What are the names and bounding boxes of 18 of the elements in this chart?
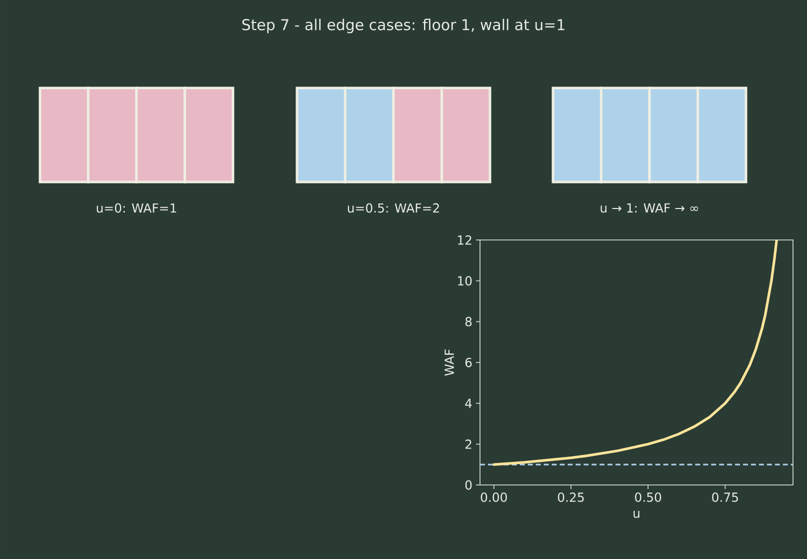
chart-title: Step 7 - all edge cases: floor 1, wall at u=1 [242, 18, 564, 34]
x-tick-label: 0.25 [558, 492, 584, 502]
y-tick-label: 0 [465, 480, 472, 490]
y-tick-label: 4 [465, 398, 472, 408]
text: u=0.5: WAF=2 [348, 203, 439, 213]
y-tick-label: 8 [465, 316, 472, 326]
text: u → 1: WAF → ∞ [600, 203, 698, 213]
x-tick-label: 0.50 [635, 492, 662, 502]
text: u=0: WAF=1 [96, 203, 176, 213]
y-tick-label: 10 [458, 276, 472, 286]
y-axis-title: WAF [444, 350, 454, 376]
x-axis-title: u [634, 510, 640, 518]
line-series [492, 240, 778, 466]
y-tick-label: 6 [465, 358, 472, 368]
x-tick-label: 0.75 [712, 492, 738, 502]
y-tick-label: 2 [465, 440, 472, 449]
x-tick-label: 0.00 [480, 492, 507, 502]
y-tick-label: 12 [458, 235, 472, 245]
